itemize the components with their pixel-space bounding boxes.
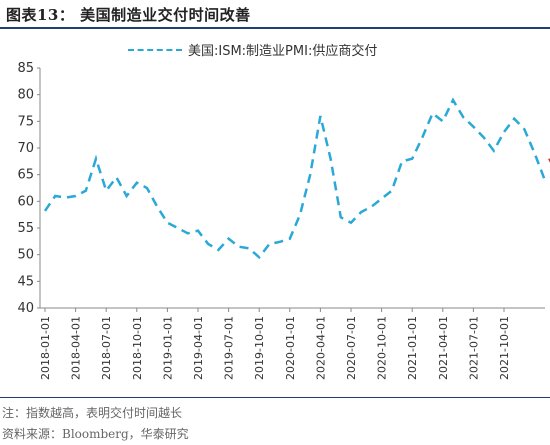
x-tick-label: 2021-07-01 — [467, 316, 480, 380]
chart-note: 注：指数越高，表明交付时间越长 — [2, 406, 183, 420]
y-tick-label: 55 — [17, 221, 34, 236]
chart-legend: 美国:ISM:制造业PMI:供应商交付 — [128, 40, 377, 59]
x-tick-label: 2021-01-01 — [406, 316, 419, 380]
x-tick-labels: 2018-01-01 2018-04-01 2018-07-01 2018-10-01… — [39, 308, 511, 380]
legend-dashed-line-swatch — [128, 48, 182, 51]
x-tick-label: 2018-07-01 — [100, 316, 113, 380]
y-tick-label: 40 — [17, 301, 34, 316]
y-tick-label: 50 — [17, 248, 34, 263]
figure-title: 图表13： 美国制造业交付时间改善 — [6, 6, 251, 24]
x-tick-label: 2020-01-01 — [284, 316, 297, 380]
chart-source: 资料来源：Bloomberg，华泰研究 — [2, 427, 189, 441]
y-tick-labels: 40 45 50 55 60 65 70 75 80 85 — [17, 61, 40, 316]
footer-divider — [0, 397, 550, 398]
y-tick-label: 45 — [17, 274, 34, 289]
y-tick-label: 75 — [17, 114, 34, 129]
x-tick-label: 2021-04-01 — [437, 316, 450, 380]
x-tick-label: 2019-04-01 — [192, 316, 205, 380]
title-divider — [0, 27, 550, 29]
x-tick-label: 2019-10-01 — [253, 316, 266, 380]
x-tick-label: 2018-04-01 — [70, 316, 83, 380]
y-tick-label: 60 — [17, 194, 34, 209]
x-tick-label: 2020-10-01 — [376, 316, 389, 380]
y-tick-label: 80 — [17, 88, 34, 103]
x-tick-label: 2019-07-01 — [223, 316, 236, 380]
y-tick-label: 65 — [17, 168, 34, 183]
x-tick-label: 2018-01-01 — [39, 316, 52, 380]
x-tick-label: 2020-04-01 — [314, 316, 327, 380]
x-tick-label: 2019-01-01 — [161, 316, 174, 380]
line-chart: 40 45 50 55 60 65 70 75 80 85 2018-01-01 2018-04-0… — [17, 61, 550, 380]
legend-label: 美国:ISM:制造业PMI:供应商交付 — [188, 44, 378, 59]
y-tick-label: 85 — [17, 61, 34, 76]
x-tick-label: 2021-10-01 — [498, 316, 511, 380]
x-tick-label: 2018-10-01 — [131, 316, 144, 380]
series-line-supplier-deliveries — [43, 97, 546, 260]
x-tick-label: 2020-07-01 — [345, 316, 358, 380]
y-tick-label: 70 — [17, 141, 34, 156]
